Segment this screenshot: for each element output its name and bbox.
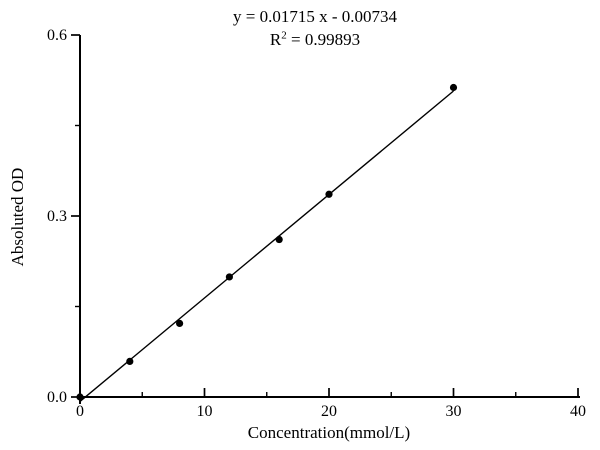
x-tick-label: 40 xyxy=(570,403,586,420)
data-point xyxy=(225,273,233,281)
x-tick-label: 30 xyxy=(446,403,462,420)
y-tick-label: 0.6 xyxy=(47,27,67,44)
x-axis-label: Concentration(mmol/L) xyxy=(247,423,411,442)
chart-title: y = 0.01715 x - 0.00734 R2 = 0.99893 xyxy=(80,5,550,51)
fit-line xyxy=(79,90,454,402)
y-tick-label: 0.0 xyxy=(47,389,67,406)
data-point xyxy=(275,235,283,244)
fit-equation: y = 0.01715 x - 0.00734 xyxy=(233,7,397,26)
x-tick-label: 0 xyxy=(76,403,84,420)
r-squared-value: = 0.99893 xyxy=(286,30,361,49)
x-tick-label: 10 xyxy=(197,403,213,420)
y-tick-label: 0.3 xyxy=(47,208,67,225)
r-squared-base: R xyxy=(269,30,282,49)
data-point xyxy=(176,319,184,327)
x-tick-label: 20 xyxy=(321,403,337,420)
data-point xyxy=(449,83,458,92)
r-squared-exponent: 2 xyxy=(281,29,287,42)
data-point xyxy=(76,393,84,401)
r-squared-line: R2 = 0.99893 xyxy=(80,28,550,51)
data-point xyxy=(325,190,333,198)
data-point xyxy=(126,357,134,366)
